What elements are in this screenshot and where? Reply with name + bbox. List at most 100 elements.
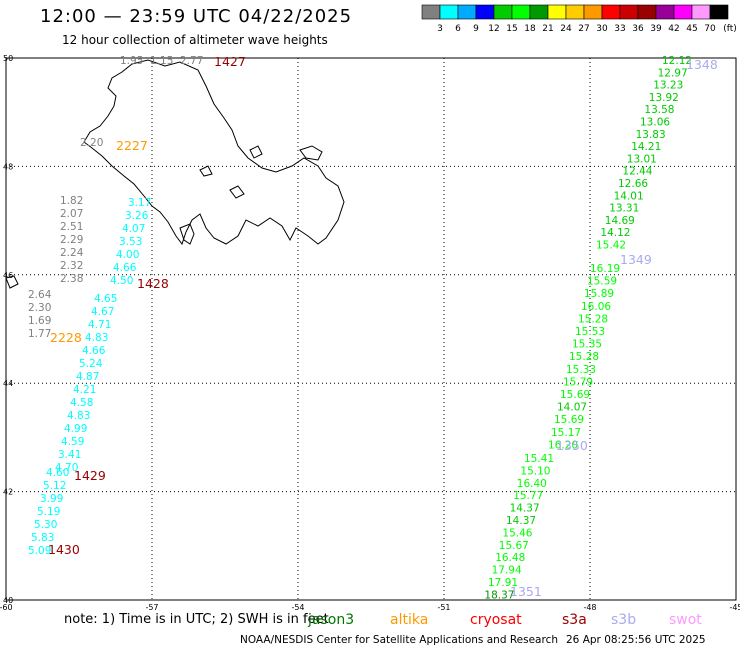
- lat-tick-label: 46: [3, 271, 13, 280]
- wave-height-label: 1.82: [60, 195, 83, 207]
- lat-tick-label: 42: [3, 488, 13, 497]
- lat-tick-label: 48: [3, 162, 13, 171]
- wave-height-label: 15.28: [569, 351, 599, 363]
- wave-height-label: 5.83: [31, 532, 54, 544]
- map-frame: [5, 57, 737, 601]
- pass-number-label: 1428: [137, 276, 169, 291]
- map-border: [5, 57, 737, 601]
- wave-height-label: 4.58: [70, 397, 93, 409]
- pass-number-label: 1429: [74, 468, 106, 483]
- lat-lon-grid: [6, 58, 736, 600]
- wave-height-label: 1.95: [120, 55, 143, 67]
- wave-height-label: 13.31: [609, 203, 639, 215]
- wave-height-label: 16.20: [548, 439, 578, 451]
- wave-height-label: 15.69: [560, 389, 590, 401]
- wave-height-label: 15.69: [554, 414, 584, 426]
- wave-height-label: 12.44: [622, 166, 652, 178]
- wave-height-label: 13.06: [640, 117, 670, 129]
- color-legend: 3 6 9 12 15 18 21 24 27 30 33 36 39 42 45 70 (ft): [421, 4, 737, 34]
- lat-tick-label: 40: [3, 596, 13, 605]
- track-1350: 15.4115.1016.4015.7714.3714.3715.4615.67…: [484, 438, 587, 601]
- wave-height-label: 13.01: [627, 153, 657, 165]
- legend-tick: 21: [542, 24, 553, 34]
- wave-height-label: 4.65: [94, 293, 117, 305]
- mission-jason3: jason3: [308, 612, 355, 628]
- wave-height-label: 3.17: [128, 197, 151, 209]
- wave-height-label: 12.66: [618, 178, 648, 190]
- legend-tick: 12: [488, 24, 499, 34]
- generated-timestamp: 26 Apr 08:25:56 UTC 2025: [566, 634, 706, 646]
- wave-height-label: 17.91: [488, 577, 518, 589]
- wave-height-label: 4.83: [67, 410, 90, 422]
- footer-note: note: 1) Time is in UTC; 2) SWH is in fe…: [64, 612, 329, 627]
- wave-height-label: 3.26: [125, 210, 149, 222]
- wave-height-label: 12.12: [662, 55, 692, 67]
- wave-height-label: 4.71: [88, 319, 111, 331]
- wave-height-label: 14.37: [510, 503, 540, 515]
- wave-height-label: 2.20: [80, 137, 103, 149]
- wave-height-label: 3.41: [58, 449, 81, 461]
- wave-height-label: 4.99: [64, 423, 87, 435]
- wave-height-label: 5.12: [43, 480, 66, 492]
- track-1430: 1430: [48, 542, 80, 557]
- wave-height-label: 15.53: [575, 326, 605, 338]
- legend-swatch: [709, 4, 729, 20]
- wave-height-label: 4.00: [116, 249, 139, 261]
- legend-unit: (ft): [723, 24, 737, 34]
- wave-height-label: 15.59: [587, 276, 617, 288]
- wave-height-label: 5.24: [79, 358, 103, 370]
- pass-number-label: 1348: [686, 57, 718, 72]
- wave-height-label: 13.58: [644, 104, 674, 116]
- wave-height-label: 15.46: [502, 527, 532, 539]
- wave-height-label: 15.35: [572, 339, 602, 351]
- track-2227: 2.20 2227: [80, 137, 148, 153]
- legend-tick: 18: [524, 24, 536, 34]
- axis-tick-labels: -60 -57 -54 -51 -48 -45 50 48 46 44 42 40: [0, 54, 740, 612]
- lon-tick-label: -48: [583, 603, 596, 612]
- wave-height-label: 16.06: [581, 301, 611, 313]
- wave-height-label: 4.60: [46, 467, 69, 479]
- wave-height-label: 15.42: [596, 240, 626, 252]
- wave-height-label: 15.10: [520, 465, 550, 477]
- wave-height-label: 15.28: [578, 313, 608, 325]
- pass-number-label: 1430: [48, 542, 80, 557]
- legend-tick: 3: [437, 24, 443, 34]
- wave-height-label: 1.69: [28, 315, 51, 327]
- track-1428: 1.822.072.512.292.242.322.38 3.173.264.07…: [60, 195, 169, 291]
- track-1427: 1.95 1.15 2.77 1427: [120, 54, 246, 69]
- wave-height-label: 5.19: [37, 506, 60, 518]
- wave-height-label: 2.38: [60, 273, 83, 285]
- pass-number-label: 1427: [214, 54, 246, 69]
- wave-height-label: 13.23: [653, 80, 683, 92]
- wave-height-label: 4.59: [61, 436, 84, 448]
- wave-height-label: 3.99: [40, 493, 63, 505]
- wave-height-label: 15.67: [499, 540, 529, 552]
- pass-number-label: 2228: [50, 330, 82, 345]
- wave-height-label: 4.83: [85, 332, 108, 344]
- wave-height-label: 16.40: [517, 478, 547, 490]
- wave-height-label: 4.87: [76, 371, 99, 383]
- legend-tick: 39: [650, 24, 662, 34]
- wave-height-label: 1.15: [150, 55, 173, 67]
- wave-height-label: 13.92: [649, 92, 679, 104]
- wave-height-label: 4.66: [82, 345, 106, 357]
- wave-height-label: 12.97: [658, 67, 688, 79]
- legend-tick: 6: [455, 24, 461, 34]
- track-1429: 4.605.123.995.195.305.835.09 1429: [28, 467, 106, 557]
- wave-height-label: 16.19: [590, 263, 620, 275]
- legend-tick: 36: [632, 24, 644, 34]
- mission-s3a: s3a: [562, 612, 587, 628]
- legend-tick: 30: [596, 24, 608, 34]
- wave-height-label: 15.41: [524, 453, 554, 465]
- wave-height-label: 2.30: [28, 302, 51, 314]
- legend-tick: 15: [506, 24, 517, 34]
- wave-height-label: 14.12: [600, 227, 630, 239]
- legend-tick: 9: [473, 24, 479, 34]
- wave-height-label: 2.07: [60, 208, 83, 220]
- lat-tick-label: 50: [3, 54, 13, 63]
- newfoundland-coastline: [5, 59, 345, 289]
- wave-height-label: 14.69: [605, 215, 635, 227]
- wave-height-label: 15.79: [563, 376, 593, 388]
- credit-line: NOAA/NESDIS Center for Satellite Applica…: [240, 634, 558, 646]
